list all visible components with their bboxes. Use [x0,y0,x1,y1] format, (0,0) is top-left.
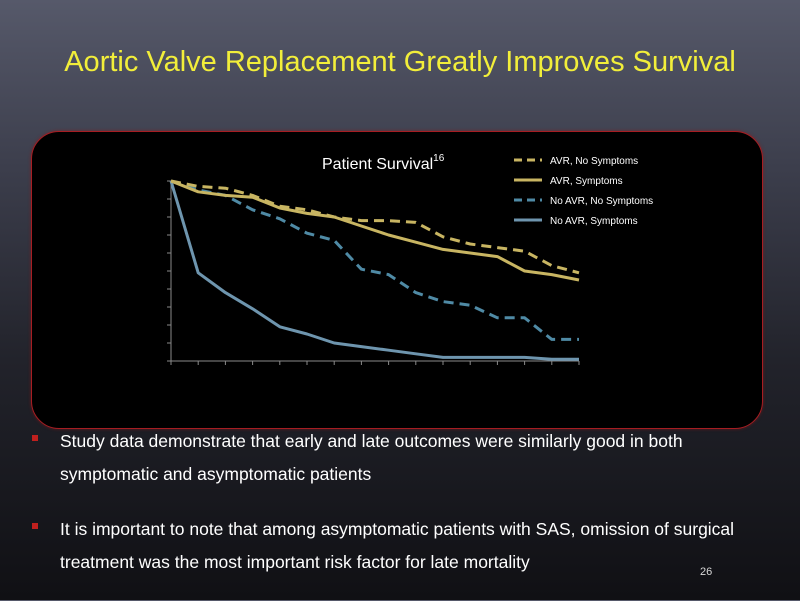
chart-series [169,179,580,361]
series-line [170,179,580,275]
chart-title: Patient Survival16 [322,153,445,173]
legend-label: AVR, No Symptoms [550,156,638,167]
slide-title: Aortic Valve Replacement Greatly Improve… [64,46,736,78]
bullet-text: It is important to note that among asymp… [60,519,735,572]
chart-axes [167,180,580,365]
legend-label: No AVR, No Symptoms [550,196,653,207]
legend-label: AVR, Symptoms [550,176,623,187]
chart-legend: AVR, No Symptoms AVR, Symptoms No AVR, No … [514,156,653,227]
chart-panel: Patient Survival16 AVR, No Symptoms AVR, … [31,131,763,429]
bullet-text: Study data demonstrate that early and la… [60,431,683,484]
chart-title-superscript: 16 [433,153,445,164]
bullet-item: It is important to note that among asymp… [30,513,750,579]
bullet-marker [32,435,38,441]
bullet-list: Study data demonstrate that early and la… [30,425,750,601]
survival-chart: Patient Survival16 AVR, No SymptomsAVR, … [167,153,653,365]
series-line [169,180,579,361]
series-line [170,179,579,341]
series-line [170,179,580,282]
legend-label: No AVR, Symptoms [550,216,638,227]
bullet-item: Study data demonstrate that early and la… [30,425,750,491]
page-number: 26 [700,566,713,578]
bullet-marker [32,523,38,529]
